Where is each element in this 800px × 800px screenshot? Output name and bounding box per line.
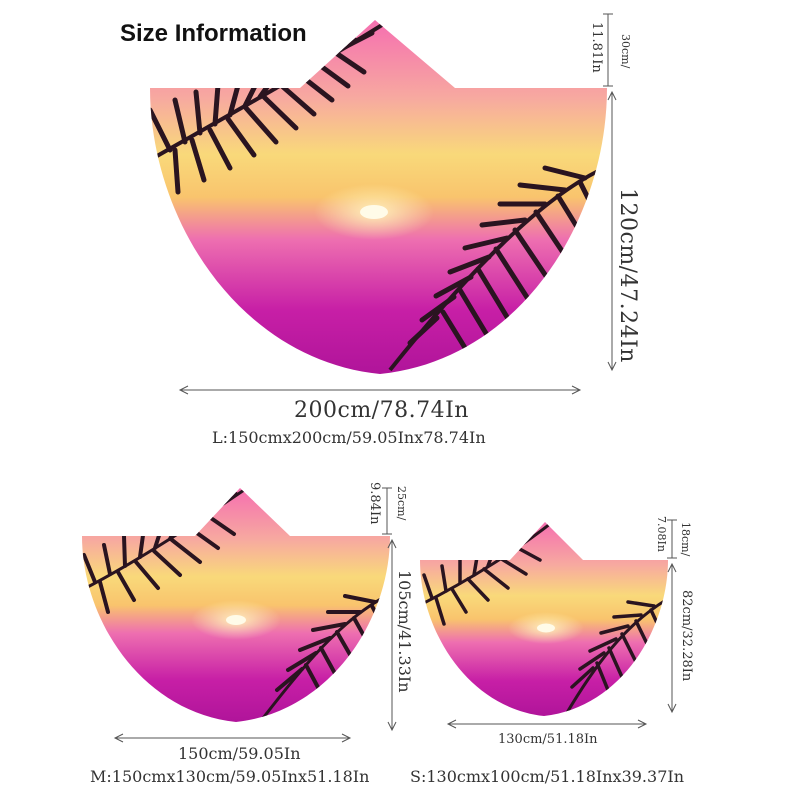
small-hood-in-label: 7.08In xyxy=(655,516,668,552)
medium-hood-in-label: 9.84In xyxy=(367,482,382,525)
dimension-lines xyxy=(113,13,677,743)
size-information-title: Size Information xyxy=(120,20,307,47)
small-hood-cm-label: 18cm/ xyxy=(679,522,692,557)
medium-size-line: M:150cmx130cm/59.05Inx51.18In xyxy=(90,767,370,786)
large-poncho-image xyxy=(150,20,607,374)
medium-hood-cm-label: 25cm/ xyxy=(395,486,408,521)
large-hood-cm-label: 30cm/ xyxy=(619,34,632,69)
large-size-line: L:150cmx200cm/59.05Inx78.74In xyxy=(212,428,486,447)
small-poncho-image xyxy=(420,522,668,716)
small-width-label: 130cm/51.18In xyxy=(498,732,598,747)
medium-poncho-image xyxy=(82,488,390,722)
large-length-label: 120cm/47.24In xyxy=(615,188,640,363)
medium-length-label: 105cm/41.33In xyxy=(395,570,414,693)
medium-width-label: 150cm/59.05In xyxy=(178,744,301,763)
small-length-label: 82cm/32.28In xyxy=(679,590,694,682)
large-width-label: 200cm/78.74In xyxy=(294,398,469,423)
large-hood-in-label: 11.81In xyxy=(589,22,604,73)
small-size-line: S:130cmx100cm/51.18Inx39.37In xyxy=(410,767,684,786)
